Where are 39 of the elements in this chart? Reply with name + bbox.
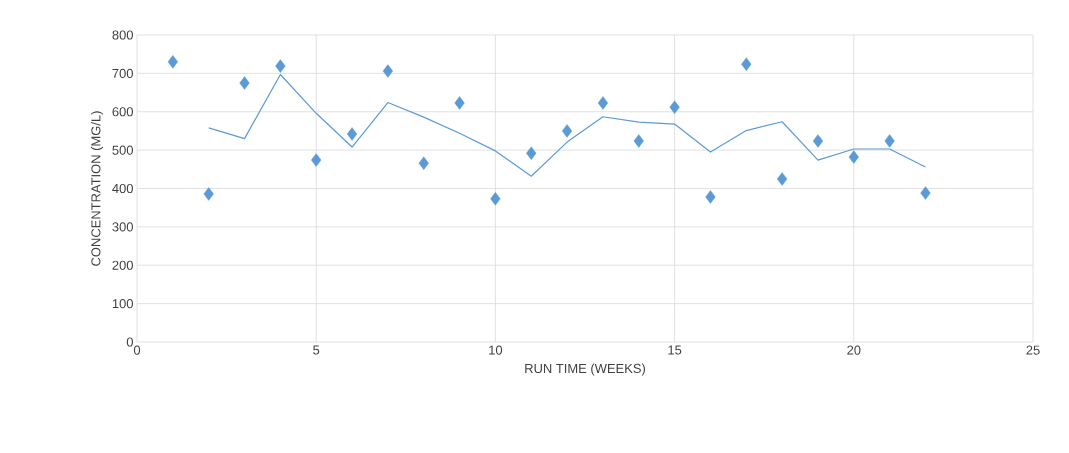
point (167, 55, 178, 69)
y-tick-label: 600 (112, 107, 133, 117)
point (275, 59, 286, 73)
point (418, 156, 429, 170)
y-tick-label: 200 (112, 260, 133, 270)
y-tick-label: 300 (112, 222, 133, 232)
point (562, 124, 573, 138)
y-tick-label: 800 (112, 30, 133, 40)
point (311, 153, 322, 167)
x-tick-label: 5 (313, 345, 320, 355)
point (490, 192, 501, 206)
x-tick-label: 0 (133, 345, 141, 355)
point (884, 134, 895, 148)
point (203, 187, 214, 201)
y-axis-title: CONCENTRATION (MG/L) (90, 111, 104, 266)
point (346, 127, 358, 141)
point (920, 186, 931, 200)
x-axis-title: RUN TIME (WEEKS) (525, 363, 645, 376)
y-tick-label: 100 (112, 299, 133, 309)
point (526, 146, 537, 160)
point (239, 76, 250, 90)
point (848, 150, 859, 164)
point (669, 100, 680, 114)
point (812, 134, 824, 148)
point (382, 64, 393, 78)
y-tick-label: 0 (126, 337, 133, 347)
x-tick-label: 20 (847, 345, 861, 355)
point (777, 172, 788, 186)
y-tick-label: 400 (112, 183, 133, 194)
point (705, 190, 716, 204)
x-tick-label: 25 (1026, 345, 1040, 355)
x-tick-label: 10 (489, 345, 503, 355)
y-tick-label: 500 (112, 145, 133, 155)
point (633, 134, 644, 148)
point (454, 96, 465, 110)
point (741, 57, 752, 71)
y-tick-label: 700 (112, 68, 133, 78)
point (597, 96, 608, 110)
x-tick-label: 15 (668, 345, 682, 355)
